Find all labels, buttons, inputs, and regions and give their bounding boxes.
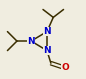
Text: N: N [43, 46, 51, 55]
Text: N: N [27, 37, 35, 46]
Text: N: N [43, 27, 51, 36]
Text: O: O [61, 63, 69, 72]
